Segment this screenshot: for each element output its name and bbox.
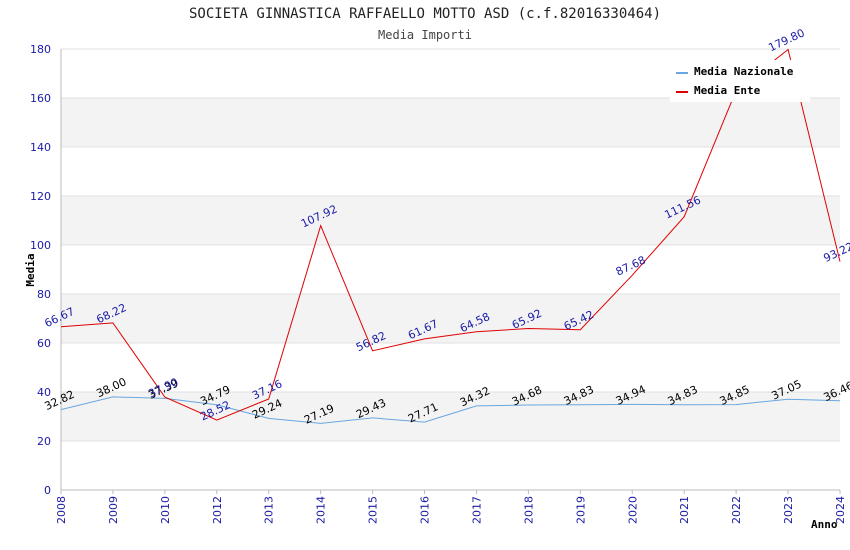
data-label: 87.68 (614, 253, 648, 278)
series-layer (60, 48, 841, 424)
y-tick-label: 120 (30, 190, 51, 203)
series-line-media-nazionale (60, 396, 841, 424)
legend-label-media-nazionale: Media Nazionale (694, 65, 794, 78)
plot-band (61, 392, 840, 441)
x-tick-label: 2016 (419, 496, 432, 524)
legend-background (670, 60, 810, 102)
series-line-media-ente (60, 48, 841, 421)
x-tick-label: 2022 (730, 496, 743, 524)
plot-band (61, 98, 840, 147)
y-tick-label: 100 (30, 239, 51, 252)
plot-band (61, 196, 840, 245)
y-tick-label: 40 (37, 386, 51, 399)
x-tick-label: 2019 (574, 496, 587, 524)
y-tick-label: 0 (44, 484, 51, 497)
chart-title: SOCIETA GINNASTICA RAFFAELLO MOTTO ASD (… (189, 6, 661, 22)
y-tick-label: 60 (37, 337, 51, 350)
x-tick-label: 2014 (315, 496, 328, 524)
y-tick-label: 140 (30, 141, 51, 154)
x-tick-label: 2010 (159, 496, 172, 524)
x-axis-ticks: 2008 2009 2010 2012 2013 2014 2015 2016 2017 2018… (55, 490, 847, 524)
y-tick-label: 180 (30, 43, 51, 56)
x-tick-label: 2023 (782, 496, 795, 524)
legend: Media Nazionale Media Ente (670, 60, 810, 102)
y-tick-label: 160 (30, 92, 51, 105)
x-tick-label: 2017 (470, 496, 483, 524)
y-tick-label: 20 (37, 435, 51, 448)
y-axis-ticks: 0 20 40 60 80 100 120 140 160 180 (30, 43, 51, 497)
plot-bands (61, 98, 840, 441)
y-axis-title: Media (24, 253, 37, 286)
legend-label-media-ente: Media Ente (694, 84, 761, 97)
x-tick-label: 2018 (522, 496, 535, 524)
x-tick-label: 2020 (626, 496, 639, 524)
x-tick-label: 2008 (55, 496, 68, 524)
y-tick-label: 80 (37, 288, 51, 301)
x-axis-title: Anno (811, 518, 838, 531)
x-tick-label: 2012 (211, 496, 224, 524)
plot-band (61, 294, 840, 343)
x-tick-label: 2024 (834, 496, 847, 524)
chart-subtitle: Media Importi (378, 28, 472, 42)
x-tick-label: 2021 (678, 496, 691, 524)
x-tick-label: 2009 (107, 496, 120, 524)
x-tick-label: 2015 (367, 496, 380, 524)
x-tick-label: 2013 (263, 496, 276, 524)
